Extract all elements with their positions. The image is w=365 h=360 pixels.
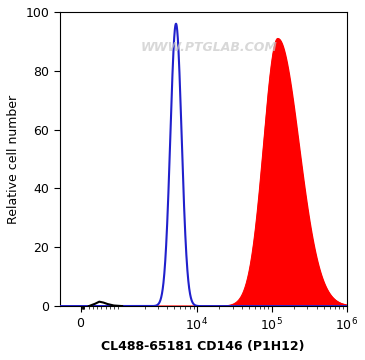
Text: WWW.PTGLAB.COM: WWW.PTGLAB.COM (141, 41, 277, 54)
Y-axis label: Relative cell number: Relative cell number (7, 94, 20, 224)
X-axis label: CL488-65181 CD146 (P1H12): CL488-65181 CD146 (P1H12) (101, 340, 305, 353)
